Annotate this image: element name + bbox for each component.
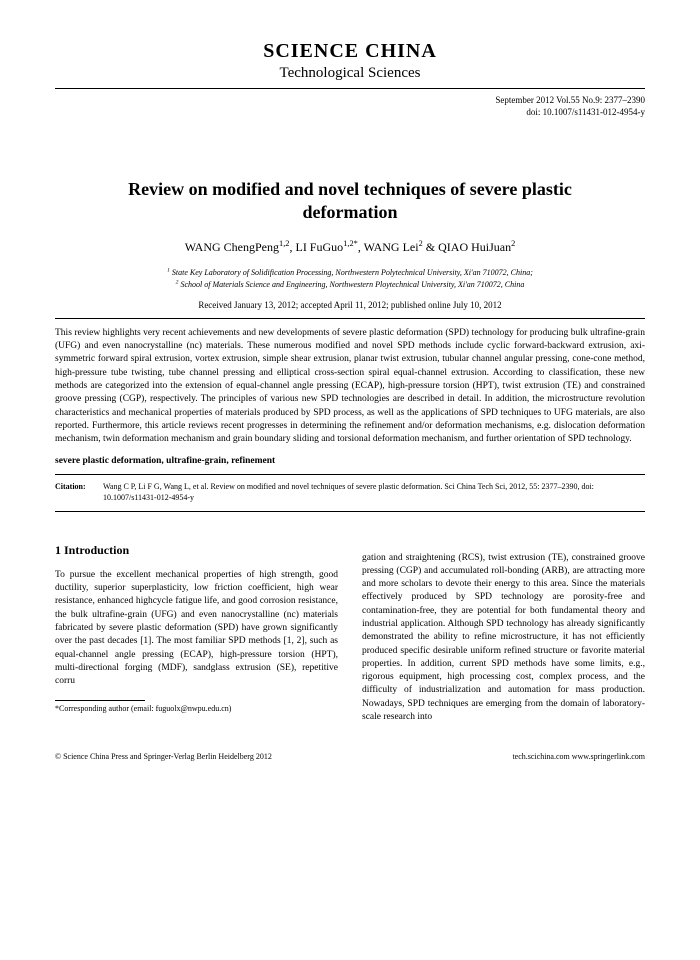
page-footer: © Science China Press and Springer-Verla…	[55, 752, 645, 761]
journal-subtitle: Technological Sciences	[55, 65, 645, 82]
corresponding-footnote: *Corresponding author (email: fuguolx@nw…	[55, 703, 338, 714]
intro-paragraph-1: To pursue the excellent mechanical prope…	[55, 569, 338, 689]
article-title: Review on modified and novel techniques …	[95, 178, 605, 223]
abstract-rule-bottom	[55, 474, 645, 475]
section-1-heading: 1 Introduction	[55, 542, 338, 559]
body-columns: 1 Introduction To pursue the excellent m…	[55, 542, 645, 734]
intro-paragraph-2: gation and straightening (RCS), twist ex…	[362, 552, 645, 725]
issue-line: September 2012 Vol.55 No.9: 2377–2390	[55, 95, 645, 107]
citation-rule-bottom	[55, 511, 645, 512]
citation-text: Wang C P, Li F G, Wang L, et al. Review …	[103, 482, 633, 504]
citation-box: Citation: Wang C P, Li F G, Wang L, et a…	[55, 479, 645, 507]
affiliation-1: 1 State Key Laboratory of Solidification…	[55, 267, 645, 278]
journal-name: SCIENCE CHINA	[55, 40, 645, 63]
affiliation-2: 2 School of Materials Science and Engine…	[55, 279, 645, 290]
citation-label: Citation:	[55, 482, 101, 493]
publication-dates: Received January 13, 2012; accepted Apri…	[55, 300, 645, 310]
authors: WANG ChengPeng1,2, LI FuGuo1,2*, WANG Le…	[55, 239, 645, 255]
footer-links: tech.scichina.com www.springerlink.com	[512, 752, 645, 761]
issue-doi: doi: 10.1007/s11431-012-4954-y	[55, 107, 645, 119]
keywords: severe plastic deformation, ultrafine-gr…	[55, 456, 645, 466]
affiliations: 1 State Key Laboratory of Solidification…	[55, 267, 645, 289]
issue-info: September 2012 Vol.55 No.9: 2377–2390 do…	[55, 95, 645, 118]
footer-copyright: © Science China Press and Springer-Verla…	[55, 752, 272, 761]
header-rule	[55, 88, 645, 89]
abstract-rule-top	[55, 318, 645, 319]
footnote-separator	[55, 700, 145, 701]
abstract: This review highlights very recent achie…	[55, 327, 645, 447]
